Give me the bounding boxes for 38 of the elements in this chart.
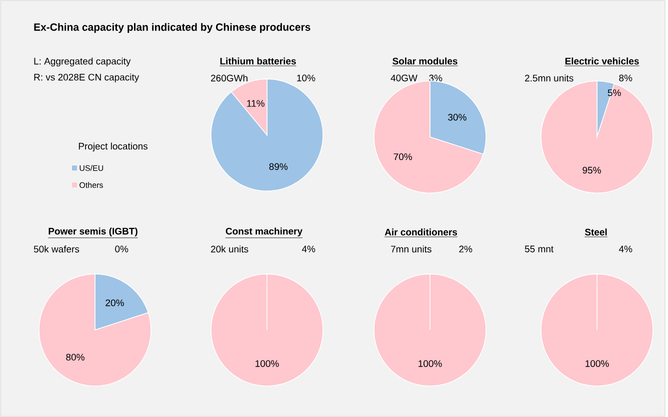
chart-title: Power semis (IGBT): [48, 228, 138, 236]
data-label: 30%: [448, 114, 466, 121]
chart-subtitle: 50k wafers: [34, 246, 80, 252]
data-label: 89%: [269, 163, 288, 170]
chart-title: Steel: [584, 228, 607, 236]
text: 8%: [619, 74, 632, 82]
data-label: 20%: [106, 299, 124, 306]
data-label: 11%: [247, 100, 264, 107]
legend-label: Others: [80, 182, 103, 188]
text: R: vs 2028E CN capacity: [34, 74, 140, 82]
data-label: 100%: [418, 360, 442, 367]
text: 10%: [297, 74, 316, 82]
chart-subtitle: 2.5mn units: [525, 74, 574, 82]
data-label: 70%: [394, 153, 412, 160]
chart-title: Electric vehicles: [565, 58, 639, 64]
chart-subtitle: 55 mnt: [524, 246, 554, 252]
chart-subtitle: 260GWh: [211, 74, 248, 82]
data-label: 5%: [608, 89, 621, 96]
data-label: 100%: [256, 360, 279, 367]
text: Ex-China capacity plan indicated by Chinese producers: [34, 23, 310, 33]
text: 0%: [115, 246, 128, 252]
chart-subtitle: 20k units: [211, 246, 248, 252]
chart-title: Lithium batteries: [220, 58, 296, 64]
data-label: 100%: [586, 360, 609, 367]
chart-title: Air conditioners: [384, 228, 458, 236]
chart-subtitle: 7mn units: [391, 246, 432, 252]
chart-title: Solar modules: [392, 58, 458, 64]
text: 4%: [302, 246, 316, 252]
legend-title: Project locations: [78, 142, 148, 152]
text: 4%: [618, 246, 632, 252]
chart-subtitle: 40GW: [390, 74, 418, 82]
data-label: 95%: [582, 166, 601, 174]
text: 3%: [429, 74, 442, 82]
chart-title: Const machinery: [226, 228, 302, 236]
text: L: Aggregated capacity: [34, 58, 131, 66]
text: 2%: [459, 246, 472, 252]
data-label: 80%: [66, 354, 84, 361]
legend-label: US/EU: [80, 165, 104, 171]
